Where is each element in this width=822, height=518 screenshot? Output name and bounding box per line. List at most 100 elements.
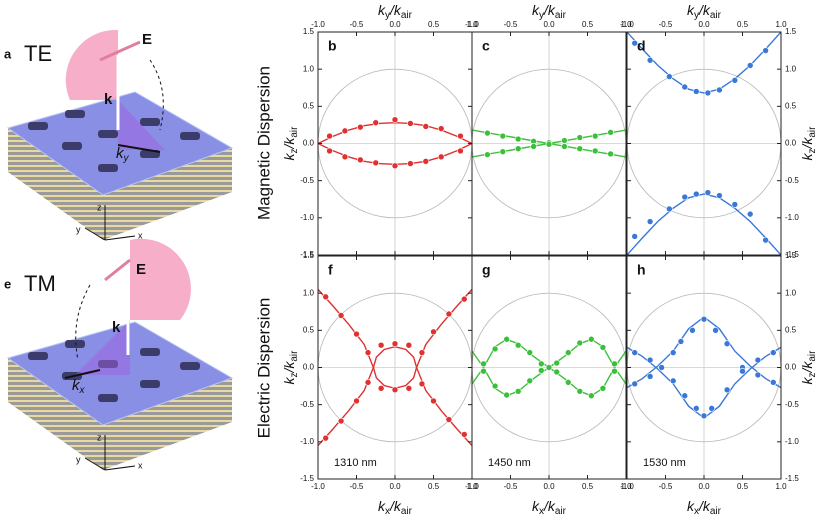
data-point bbox=[646, 373, 654, 380]
panel-label: g bbox=[482, 262, 491, 278]
k-arrow bbox=[117, 144, 161, 153]
x-tick-label: 1.0 bbox=[620, 482, 632, 491]
data-point bbox=[689, 327, 696, 334]
wave-plane bbox=[118, 100, 165, 150]
x-tick-label: -1.0 bbox=[620, 482, 634, 491]
data-point bbox=[499, 148, 507, 155]
panel bbox=[626, 255, 782, 480]
axis-label: kx/kair bbox=[687, 498, 722, 517]
axis-label: z bbox=[97, 202, 102, 212]
e-arrow bbox=[99, 40, 141, 62]
axis-label-part: k bbox=[532, 2, 540, 18]
data-point bbox=[460, 295, 468, 303]
axis-label-sub: y bbox=[539, 10, 544, 21]
illustration-tm: e TM E k kx z y x bbox=[4, 238, 234, 471]
panel bbox=[471, 255, 627, 480]
data-point bbox=[422, 158, 430, 165]
data-point bbox=[484, 129, 491, 137]
holes bbox=[28, 110, 200, 172]
data-point bbox=[611, 360, 618, 368]
fit-curve bbox=[627, 193, 781, 255]
y-tick-label: -1.5 bbox=[300, 250, 314, 259]
x-tick-label: -1.0 bbox=[465, 482, 479, 491]
data-point bbox=[561, 137, 568, 144]
panel bbox=[317, 31, 473, 256]
axis-label-sub: air bbox=[710, 506, 722, 517]
x-tick-label: 0.0 bbox=[389, 20, 401, 29]
y-tick-label: -1.0 bbox=[785, 213, 799, 222]
axis-label: kx/kair bbox=[378, 498, 413, 517]
y-tick-label: -0.5 bbox=[785, 176, 799, 185]
axis-label-sub: x bbox=[385, 506, 390, 517]
axis bbox=[104, 235, 136, 241]
x-tick-label: 1.0 bbox=[466, 20, 478, 29]
mode-label: TE bbox=[24, 41, 52, 66]
panel-label: h bbox=[637, 262, 646, 278]
axis-label-sub: z bbox=[289, 373, 300, 378]
data-point bbox=[646, 356, 654, 364]
data-point bbox=[353, 397, 360, 405]
y-tick-label: 1.5 bbox=[785, 27, 797, 36]
y-tick-label: 0.5 bbox=[303, 325, 315, 334]
data-point bbox=[564, 349, 572, 356]
x-tick-label: 0.5 bbox=[582, 20, 594, 29]
data-point bbox=[723, 340, 731, 348]
data-point bbox=[499, 132, 507, 140]
y-tick-label: 1.0 bbox=[303, 64, 315, 73]
data-point bbox=[514, 135, 522, 143]
axis-label: x bbox=[138, 460, 143, 470]
data-point bbox=[716, 86, 723, 94]
data-point bbox=[681, 193, 689, 201]
data-point bbox=[588, 392, 595, 400]
y-tick-label: 0.0 bbox=[303, 363, 315, 372]
data-point bbox=[669, 349, 677, 356]
x-tick-label: 0.0 bbox=[698, 20, 710, 29]
axis-label-sub: air bbox=[710, 10, 722, 21]
y-tick-label: -0.5 bbox=[300, 400, 314, 409]
k-label: kx bbox=[72, 377, 86, 396]
data-point bbox=[700, 315, 708, 323]
data-point bbox=[445, 416, 453, 423]
wavelength-label: 1530 nm bbox=[643, 457, 686, 469]
data-point bbox=[591, 147, 599, 155]
axis-label: ky/kair bbox=[378, 2, 413, 21]
data-point bbox=[746, 210, 754, 218]
arc bbox=[149, 59, 164, 131]
axis-label-sub: air bbox=[401, 10, 413, 21]
axis-label: x bbox=[138, 230, 143, 240]
data-point bbox=[460, 431, 468, 438]
k-sub: x bbox=[79, 385, 86, 396]
data-point bbox=[692, 405, 700, 412]
y-tick-label: -1.0 bbox=[300, 437, 314, 446]
data-point bbox=[739, 367, 746, 375]
data-point bbox=[503, 391, 510, 399]
x-tick-label: 0.0 bbox=[543, 20, 555, 29]
wave-plane bbox=[65, 29, 118, 100]
x-tick-label: -0.5 bbox=[659, 20, 673, 29]
axis-label-sub: y bbox=[385, 10, 390, 21]
data-point bbox=[731, 77, 739, 84]
data-point bbox=[762, 236, 769, 244]
data-point bbox=[631, 349, 639, 356]
data-point bbox=[357, 156, 364, 164]
data-point bbox=[681, 392, 689, 400]
data-point bbox=[422, 123, 430, 130]
data-point bbox=[564, 379, 572, 386]
y-tick-label: 1.5 bbox=[303, 27, 315, 36]
data-point bbox=[337, 312, 345, 319]
axis-label-part: k bbox=[687, 2, 695, 18]
axis-label-part: k bbox=[687, 498, 695, 514]
illustration-te: a TE E k ky z y x bbox=[4, 29, 234, 241]
axis-label-sub: air bbox=[807, 350, 818, 362]
data-point bbox=[746, 62, 754, 69]
axis-label-sub: z bbox=[807, 373, 818, 378]
y-tick-label: 1.5 bbox=[785, 251, 797, 260]
data-point bbox=[405, 385, 413, 392]
wave-plane bbox=[130, 238, 191, 320]
row-label: Electric Dispersion bbox=[254, 298, 273, 439]
x-tick-label: 0.5 bbox=[428, 482, 440, 491]
k: k bbox=[72, 377, 81, 394]
panel-label: b bbox=[328, 38, 337, 54]
x-tick-label: -0.5 bbox=[504, 482, 518, 491]
data-point bbox=[576, 145, 584, 153]
